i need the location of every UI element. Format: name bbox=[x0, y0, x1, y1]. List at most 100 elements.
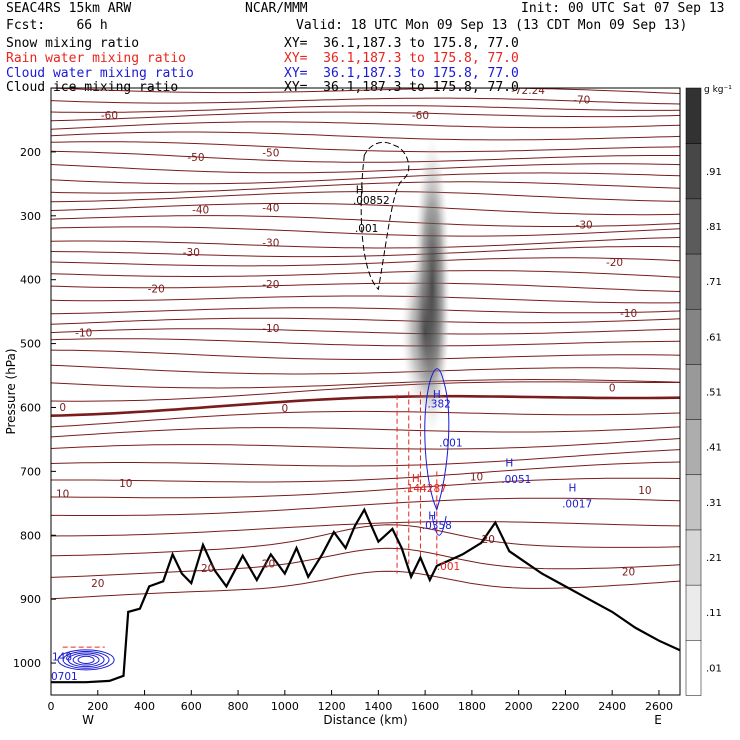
cloud-water-contour-low bbox=[431, 516, 447, 536]
field-label: .001 bbox=[439, 438, 462, 450]
x-tick-label: 2400 bbox=[598, 700, 626, 713]
isotherm-label: -10 bbox=[620, 308, 637, 320]
isotherm-label: 20 bbox=[262, 558, 275, 570]
colorbar-segment bbox=[685, 308, 702, 365]
isotherm-label: 20 bbox=[622, 567, 635, 579]
init-time: Init: 00 UTC Sat 07 Sep 13 bbox=[521, 1, 725, 16]
field-label: .0017 bbox=[562, 498, 592, 510]
cloud-water-contour-west bbox=[77, 655, 95, 664]
temperature-contour bbox=[51, 121, 680, 130]
colorbar-tick-label: .71 bbox=[706, 277, 722, 288]
temperature-contour bbox=[51, 381, 680, 402]
isotherm-label: 0 bbox=[609, 383, 616, 395]
isotherm-label: -10 bbox=[75, 328, 92, 340]
colorbar-segment bbox=[685, 474, 702, 531]
x-tick-label: 600 bbox=[181, 700, 202, 713]
x-tick-label: 800 bbox=[228, 700, 249, 713]
y-tick-label: 600 bbox=[20, 401, 41, 414]
isotherm-label: -60 bbox=[412, 110, 429, 122]
east-label: E bbox=[654, 713, 662, 727]
colorbar-tick-label: .41 bbox=[706, 443, 722, 454]
contour-labels: -72.24 -70 -60 -60 -50 -50 -40 -40 -30 -30 -30 -20 -… bbox=[48, 88, 652, 683]
terrain-profile bbox=[51, 507, 681, 684]
isotherm-label: -40 bbox=[192, 204, 209, 216]
field-label: H bbox=[433, 389, 441, 401]
isotherm-label: -50 bbox=[262, 148, 279, 160]
cloud-water-contour-west bbox=[72, 654, 100, 666]
cloud-ice-contour bbox=[360, 141, 410, 291]
temperature-contour bbox=[51, 131, 680, 141]
x-tick-label: 1400 bbox=[364, 700, 392, 713]
colorbar-segment bbox=[685, 87, 702, 144]
field-label: H bbox=[356, 185, 364, 197]
colorbar-segment bbox=[685, 639, 702, 696]
temperature-contour bbox=[51, 378, 680, 389]
temperature-contour bbox=[51, 307, 680, 315]
temperature-contour bbox=[51, 521, 680, 537]
colorbar-segment bbox=[685, 529, 702, 586]
colorbar-tick-label: .91 bbox=[706, 167, 722, 178]
x-axis-label: Distance (km) bbox=[323, 713, 407, 727]
field-label: .001 bbox=[355, 223, 378, 235]
y-axis-label: Pressure (hPa) bbox=[4, 348, 18, 434]
temperature-contour bbox=[51, 105, 680, 113]
field-label: .0701 bbox=[48, 671, 78, 683]
colorbar-tick-label: .81 bbox=[706, 222, 722, 233]
temperature-contour bbox=[51, 141, 680, 153]
temperature-contour bbox=[51, 246, 680, 258]
field-snow-name: Snow mixing ratio bbox=[6, 36, 140, 51]
field-label: .148 bbox=[49, 652, 72, 664]
temperature-contour bbox=[51, 328, 680, 335]
temperature-contour bbox=[51, 282, 680, 292]
isotherm-label: -20 bbox=[606, 257, 623, 269]
temperature-contour bbox=[51, 317, 680, 325]
field-label: H bbox=[505, 457, 513, 469]
isotherm-label: 10 bbox=[56, 489, 69, 501]
colorbar-segment bbox=[685, 363, 702, 420]
temperature-contour bbox=[51, 570, 680, 600]
isotherm-label: 0 bbox=[281, 403, 288, 415]
colorbar-segment bbox=[685, 584, 702, 641]
temperature-contour bbox=[51, 461, 680, 483]
y-tick-label: 800 bbox=[20, 529, 41, 542]
temperature-contour bbox=[51, 364, 680, 375]
terrain-line bbox=[51, 507, 681, 684]
isotherm-label: -60 bbox=[101, 110, 118, 122]
axes: 0 200 400 600 800 1000 1200 1400 1600 1800 2000 220… bbox=[4, 146, 673, 727]
temperature-contour bbox=[51, 172, 680, 185]
field-label: .00852 bbox=[353, 195, 390, 207]
isotherm-label: -70 bbox=[573, 95, 590, 107]
isotherm-label: 10 bbox=[638, 485, 651, 497]
y-tick-label: 200 bbox=[20, 146, 41, 159]
colorbar-tick-label: .01 bbox=[706, 663, 722, 674]
y-tick-label: 300 bbox=[20, 210, 41, 223]
forecast-hour: Fcst: 66 h bbox=[6, 18, 108, 33]
cloud-water-contour-west bbox=[62, 650, 110, 669]
field-label: .0051 bbox=[501, 474, 531, 486]
temperature-contour bbox=[51, 203, 680, 216]
isotherm-label: 0 bbox=[59, 402, 66, 414]
hydrometeor-contours bbox=[57, 141, 450, 671]
field-cloud-water-name: Cloud water mixing ratio bbox=[6, 66, 194, 81]
y-tick-label: 1000 bbox=[13, 657, 41, 670]
temperature-contour bbox=[51, 477, 680, 499]
colorbar-segment bbox=[685, 198, 702, 255]
x-tick-label: 1800 bbox=[458, 700, 486, 713]
y-tick-label: 500 bbox=[20, 338, 41, 351]
temperature-contour bbox=[51, 236, 680, 249]
plot-frame bbox=[50, 87, 681, 696]
temperature-contour bbox=[51, 524, 680, 557]
field-snow-xy: XY= 36.1,187.3 to 175.8, 77.0 bbox=[284, 36, 519, 51]
isotherm-label: -10 bbox=[262, 323, 279, 335]
x-tick-label: 2600 bbox=[645, 700, 673, 713]
west-label: W bbox=[82, 713, 94, 727]
field-label: .0358 bbox=[422, 520, 452, 532]
colorbar-tick-label: .31 bbox=[706, 498, 722, 509]
colorbar-tick-label: .21 bbox=[706, 553, 722, 564]
temperature-contour bbox=[51, 547, 680, 578]
model-title: SEAC4RS 15km ARW bbox=[6, 1, 132, 16]
temperature-contour bbox=[51, 97, 680, 105]
temperature-contour bbox=[51, 410, 680, 428]
field-label: H bbox=[568, 482, 576, 494]
temperature-contour bbox=[51, 338, 680, 347]
